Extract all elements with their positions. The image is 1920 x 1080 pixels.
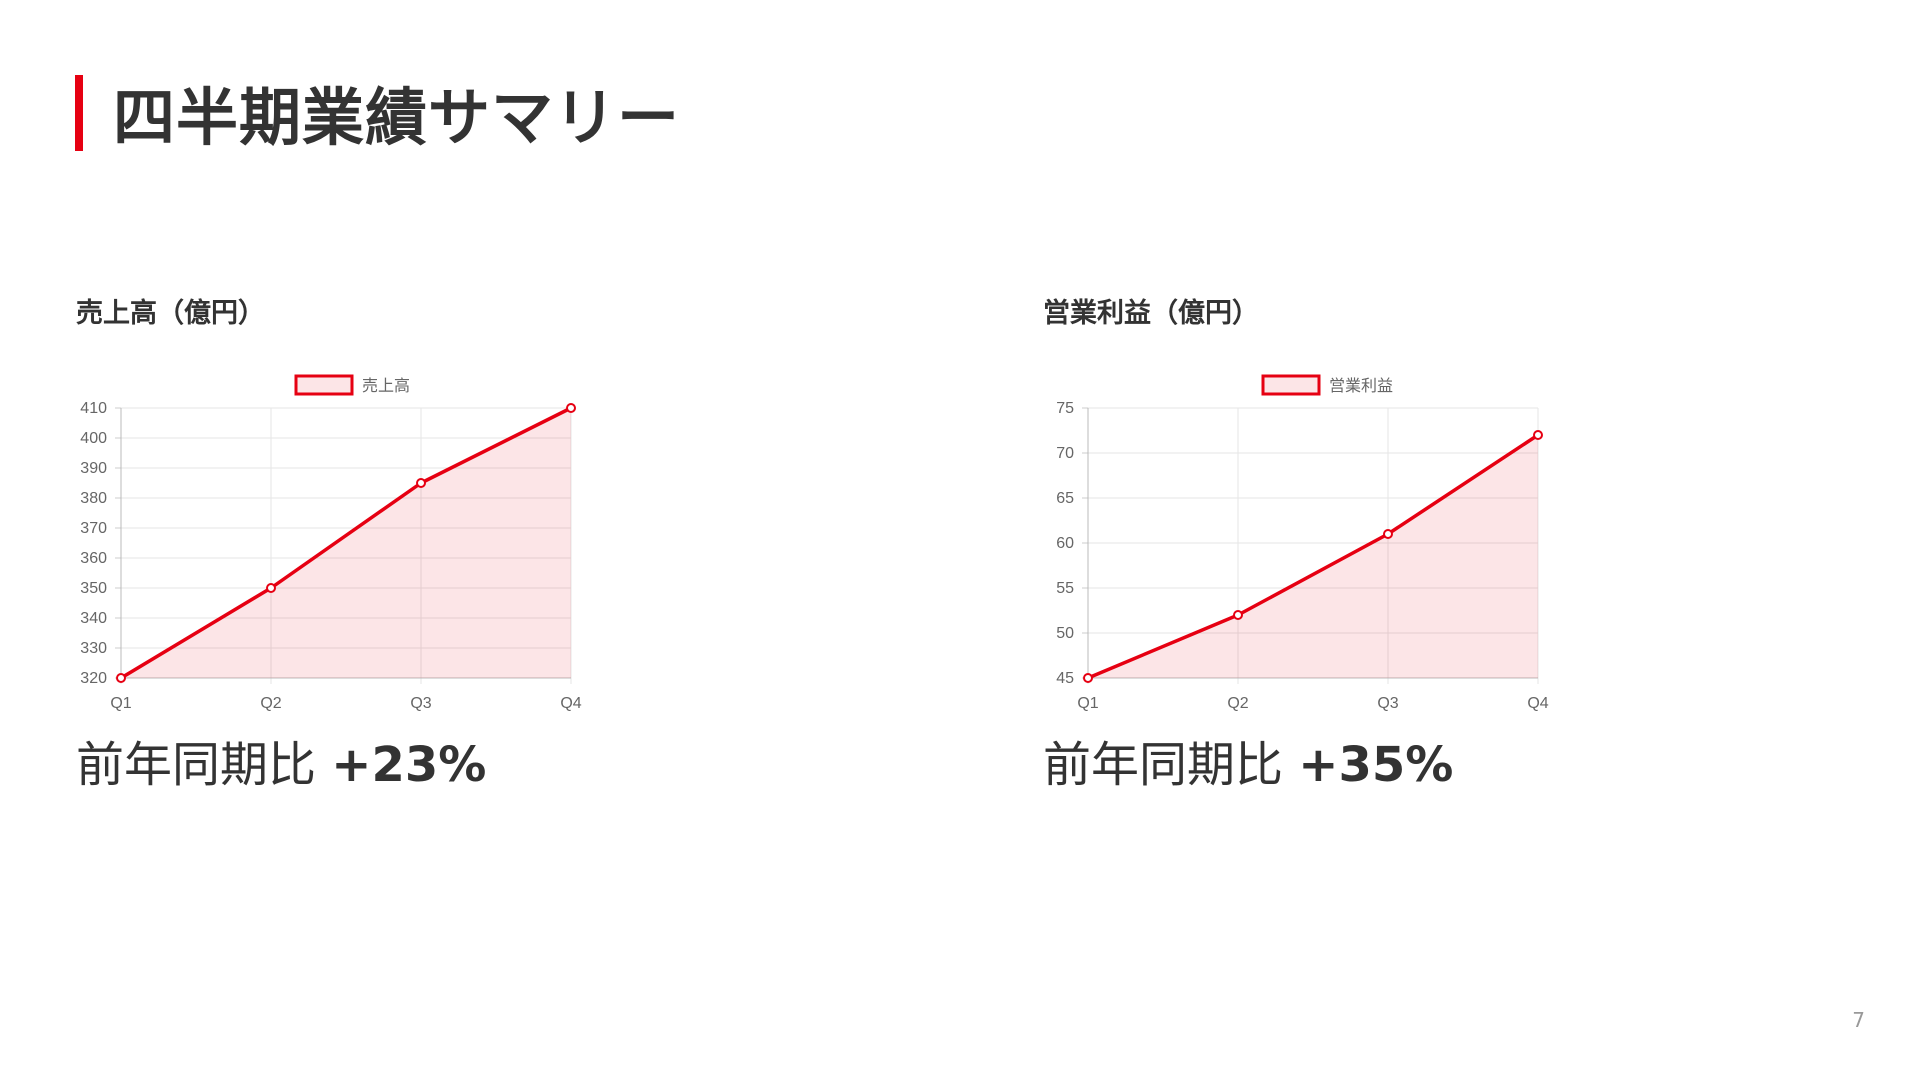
revenue-yoy-label: 前年同期比 bbox=[76, 737, 317, 793]
y-tick-label: 380 bbox=[80, 490, 107, 507]
title-accent-bar bbox=[75, 75, 83, 151]
series-area bbox=[1088, 435, 1538, 678]
y-tick-label: 410 bbox=[80, 400, 107, 417]
data-point bbox=[566, 403, 576, 413]
y-tick-label: 50 bbox=[1056, 625, 1074, 642]
operating-profit-yoy-value: +35% bbox=[1298, 737, 1454, 793]
y-tick-label: 360 bbox=[80, 550, 107, 567]
x-tick-label: Q1 bbox=[1077, 695, 1098, 712]
chart-legend: 売上高 bbox=[294, 374, 410, 396]
x-tick-label: Q3 bbox=[410, 695, 431, 712]
legend-swatch bbox=[1261, 374, 1321, 396]
series-line bbox=[120, 406, 572, 680]
y-tick-label: 45 bbox=[1056, 670, 1074, 687]
x-tick-label: Q4 bbox=[560, 695, 581, 712]
revenue-yoy-metric: 前年同期比 +23% bbox=[76, 733, 486, 797]
y-tick-label: 340 bbox=[80, 610, 107, 627]
y-tick-label: 60 bbox=[1056, 535, 1074, 552]
x-tick-label: Q1 bbox=[110, 695, 131, 712]
data-point bbox=[266, 583, 276, 593]
y-tick-label: 370 bbox=[80, 520, 107, 537]
data-point bbox=[1233, 610, 1243, 620]
operating-profit-panel: 営業利益（億円） 営業利益 45 50 55 60 65 70 75 Q1 Q2 Q3 Q4 前年同期… bbox=[1043, 296, 1643, 793]
data-point bbox=[416, 478, 426, 488]
y-tick-label: 330 bbox=[80, 640, 107, 657]
legend-swatch bbox=[294, 374, 354, 396]
y-tick-label: 350 bbox=[80, 580, 107, 597]
legend-label: 営業利益 bbox=[1329, 377, 1393, 395]
revenue-yoy-value: +23% bbox=[331, 737, 487, 793]
y-tick-label: 400 bbox=[80, 430, 107, 447]
operating-profit-chart-title: 営業利益（億円） bbox=[1043, 298, 1259, 329]
revenue-chart: 売上高 320 330 340 350 360 370 380 390 400 410 Q1 Q2 Q3 Q… bbox=[80, 374, 582, 712]
y-tick-label: 320 bbox=[80, 670, 107, 687]
operating-profit-yoy-label: 前年同期比 bbox=[1043, 737, 1284, 793]
revenue-chart-title: 売上高（億円） bbox=[76, 298, 265, 329]
page-number: 7 bbox=[1852, 1008, 1865, 1032]
legend-label: 売上高 bbox=[362, 377, 410, 395]
operating-profit-yoy-metric: 前年同期比 +35% bbox=[1043, 733, 1453, 797]
x-tick-label: Q4 bbox=[1527, 695, 1548, 712]
y-tick-label: 55 bbox=[1056, 580, 1074, 597]
data-point bbox=[1383, 529, 1393, 539]
x-tick-label: Q3 bbox=[1377, 695, 1398, 712]
data-point bbox=[1083, 673, 1093, 683]
y-tick-label: 65 bbox=[1056, 490, 1074, 507]
series-line bbox=[1087, 433, 1539, 680]
slide-title: 四半期業績サマリー bbox=[113, 81, 681, 154]
data-point bbox=[116, 673, 126, 683]
y-tick-label: 70 bbox=[1056, 445, 1074, 462]
operating-profit-chart: 営業利益 45 50 55 60 65 70 75 Q1 Q2 Q3 Q4 bbox=[1056, 374, 1549, 712]
chart-legend: 営業利益 bbox=[1261, 374, 1393, 396]
y-tick-label: 390 bbox=[80, 460, 107, 477]
y-tick-label: 75 bbox=[1056, 400, 1074, 417]
x-tick-label: Q2 bbox=[260, 695, 281, 712]
revenue-panel: 売上高（億円） 売上高 320 330 340 350 360 370 380 390 400 41… bbox=[76, 296, 676, 793]
x-tick-label: Q2 bbox=[1227, 695, 1248, 712]
data-point bbox=[1533, 430, 1543, 440]
